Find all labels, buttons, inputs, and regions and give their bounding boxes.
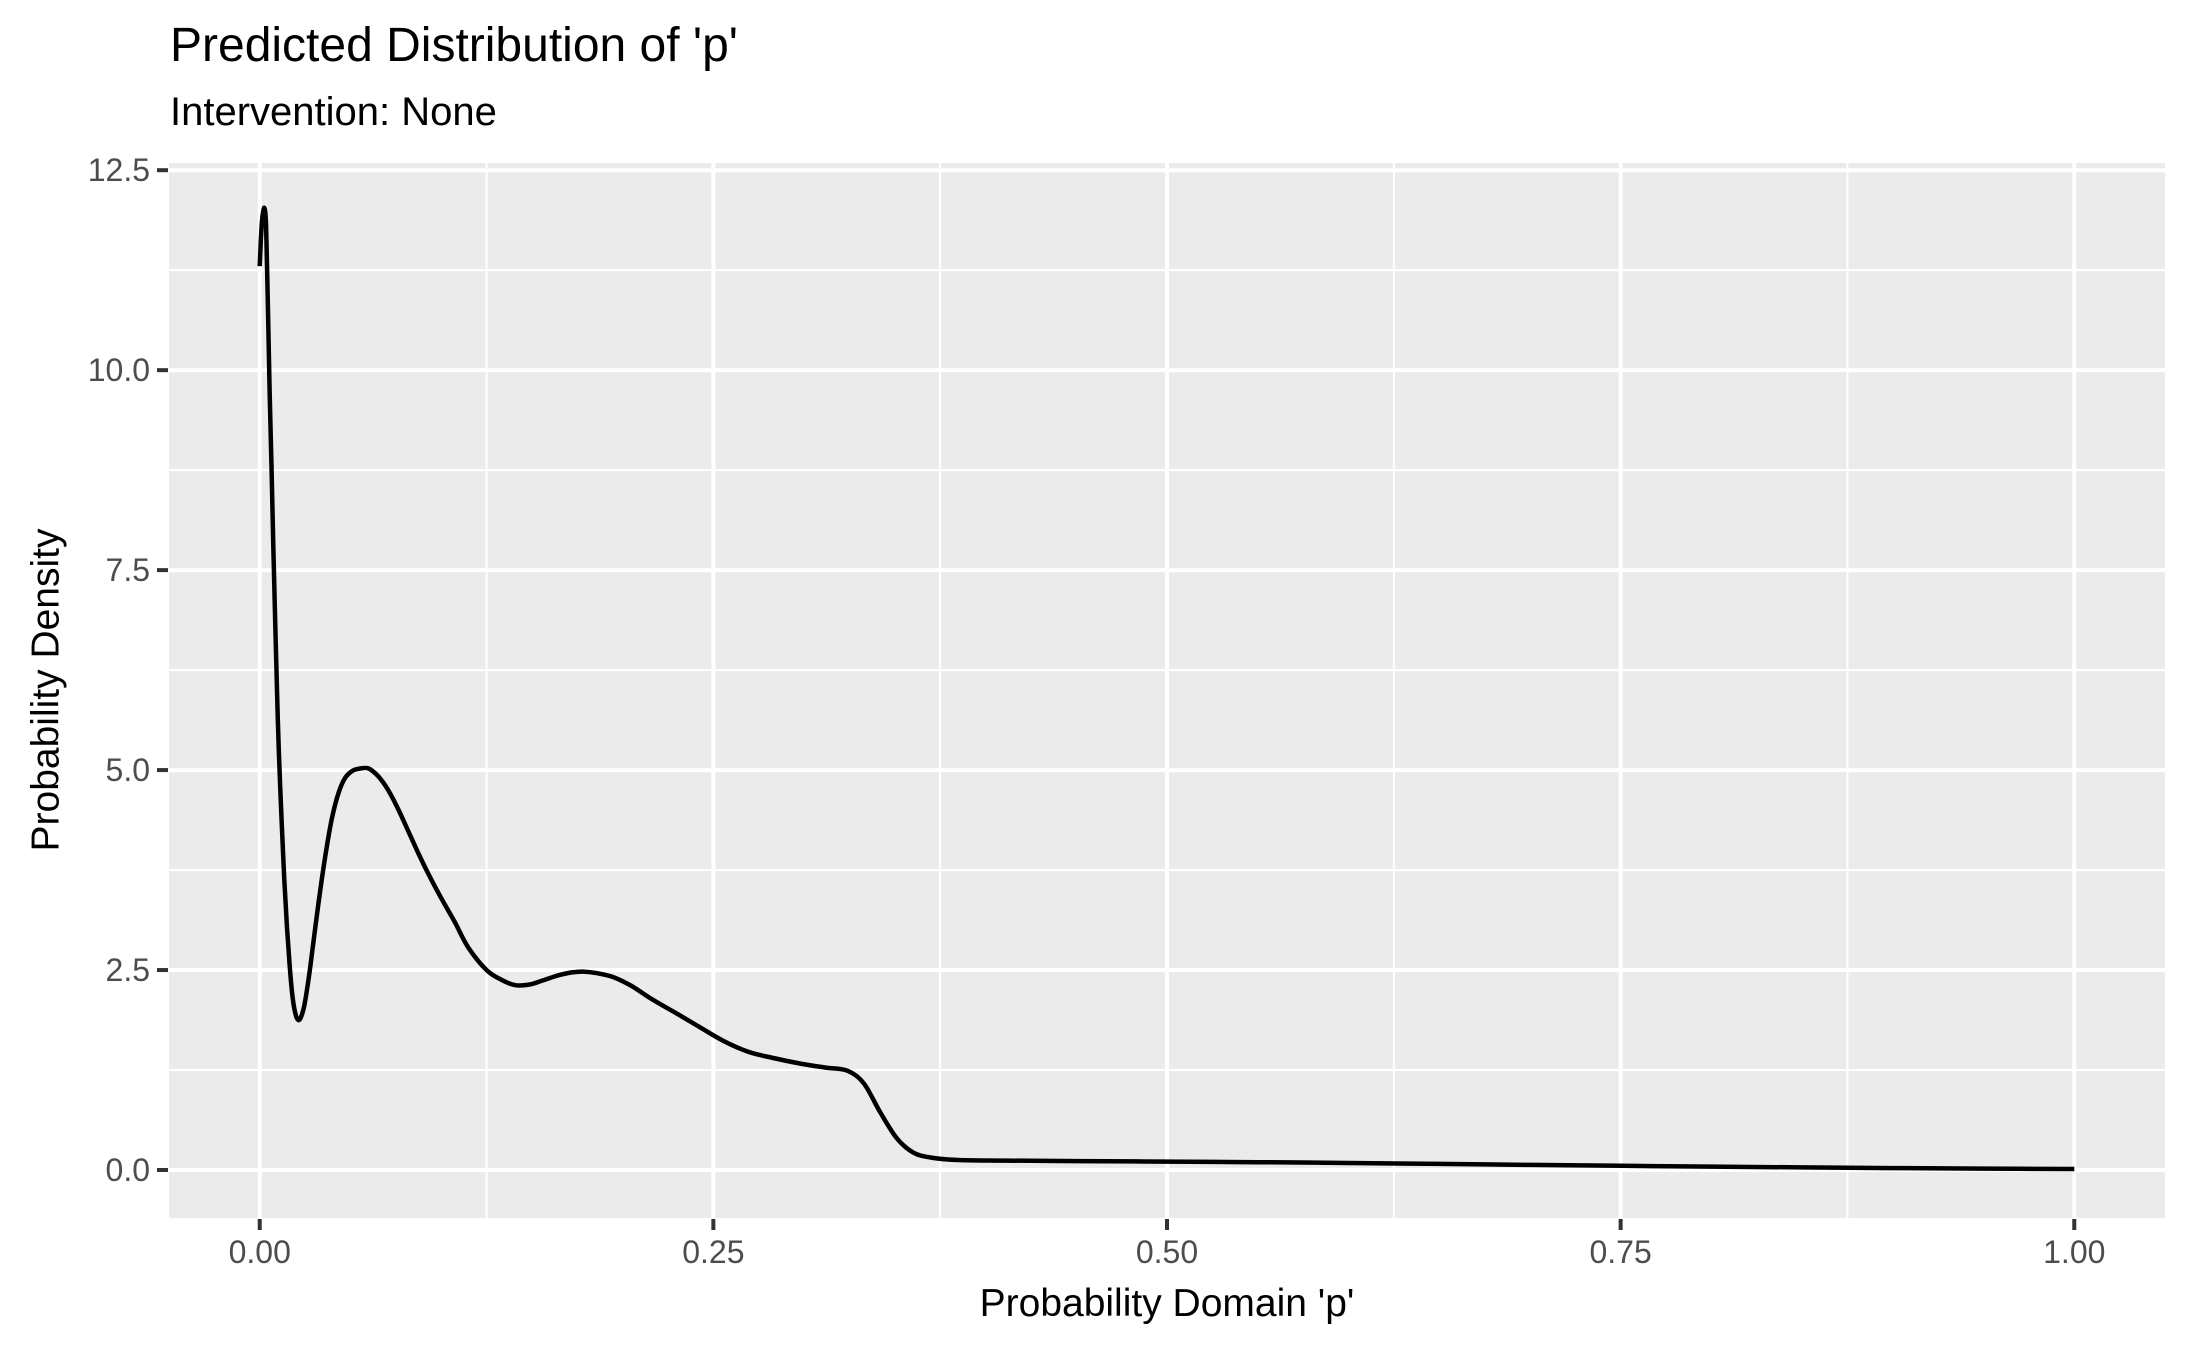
y-axis-title: Probability Density xyxy=(24,528,68,852)
y-tick-label: 10.0 xyxy=(88,352,150,388)
y-tick-label: 5.0 xyxy=(106,752,150,788)
y-tick-label: 7.5 xyxy=(106,552,150,588)
x-tick-label: 0.50 xyxy=(1136,1234,1198,1270)
x-tick-label: 0.00 xyxy=(229,1234,291,1270)
x-tick-label: 0.25 xyxy=(682,1234,744,1270)
y-tick-label: 12.5 xyxy=(88,152,150,188)
chart-title: Predicted Distribution of 'p' xyxy=(170,19,738,72)
y-tick-label: 0.0 xyxy=(106,1152,150,1188)
chart-subtitle: Intervention: None xyxy=(170,90,497,134)
x-axis-title: Probability Domain 'p' xyxy=(979,1282,1355,1325)
y-tick-label: 2.5 xyxy=(106,952,150,988)
density-curve xyxy=(257,205,2075,1172)
x-tick-label: 1.00 xyxy=(2043,1234,2105,1270)
x-tick-label: 0.75 xyxy=(1589,1234,1651,1270)
